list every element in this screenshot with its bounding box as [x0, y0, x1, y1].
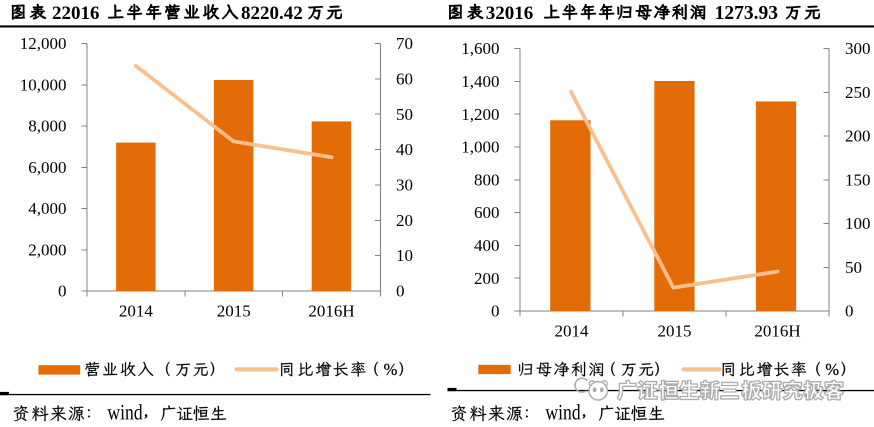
svg-text:50: 50	[396, 105, 413, 124]
svg-text:0: 0	[845, 302, 854, 321]
svg-text:2015: 2015	[658, 322, 692, 341]
svg-text:800: 800	[474, 170, 500, 189]
svg-text:50: 50	[845, 258, 862, 277]
svg-text:250: 250	[845, 83, 871, 102]
svg-text:2014: 2014	[119, 302, 154, 321]
svg-text:1,600: 1,600	[461, 39, 499, 58]
svg-text:200: 200	[474, 269, 500, 288]
svg-text:30: 30	[396, 176, 413, 195]
svg-text:2016H: 2016H	[754, 322, 800, 341]
svg-text:6,000: 6,000	[28, 158, 66, 177]
svg-text:0: 0	[58, 282, 67, 301]
svg-text:32016: 32016	[486, 3, 534, 24]
svg-text:400: 400	[474, 236, 500, 255]
svg-text:1,000: 1,000	[461, 138, 499, 157]
svg-text:1,400: 1,400	[461, 72, 499, 91]
svg-text:600: 600	[474, 203, 500, 222]
svg-text:0: 0	[491, 302, 500, 321]
svg-text:70: 70	[396, 34, 413, 53]
svg-text:8,000: 8,000	[28, 117, 66, 136]
svg-text:8220.42: 8220.42	[241, 3, 303, 24]
svg-text:2,000: 2,000	[28, 240, 66, 259]
svg-text:200: 200	[845, 127, 871, 146]
svg-text:0: 0	[396, 282, 405, 301]
svg-text:150: 150	[845, 170, 871, 189]
svg-text:10: 10	[396, 246, 413, 265]
svg-text:60: 60	[396, 69, 413, 88]
svg-text:100: 100	[845, 214, 871, 233]
svg-text:2016H: 2016H	[308, 302, 354, 321]
svg-text:20: 20	[396, 211, 413, 230]
svg-text:4,000: 4,000	[28, 199, 66, 218]
svg-text:2015: 2015	[217, 302, 251, 321]
svg-text:1273.93: 1273.93	[715, 3, 779, 24]
svg-text:40: 40	[396, 140, 413, 159]
svg-text:1,200: 1,200	[461, 105, 499, 124]
svg-text:12,000: 12,000	[20, 34, 67, 53]
svg-text:10,000: 10,000	[20, 75, 67, 94]
svg-text:2014: 2014	[555, 322, 590, 341]
svg-text:300: 300	[845, 39, 871, 58]
svg-text:22016: 22016	[52, 3, 100, 24]
